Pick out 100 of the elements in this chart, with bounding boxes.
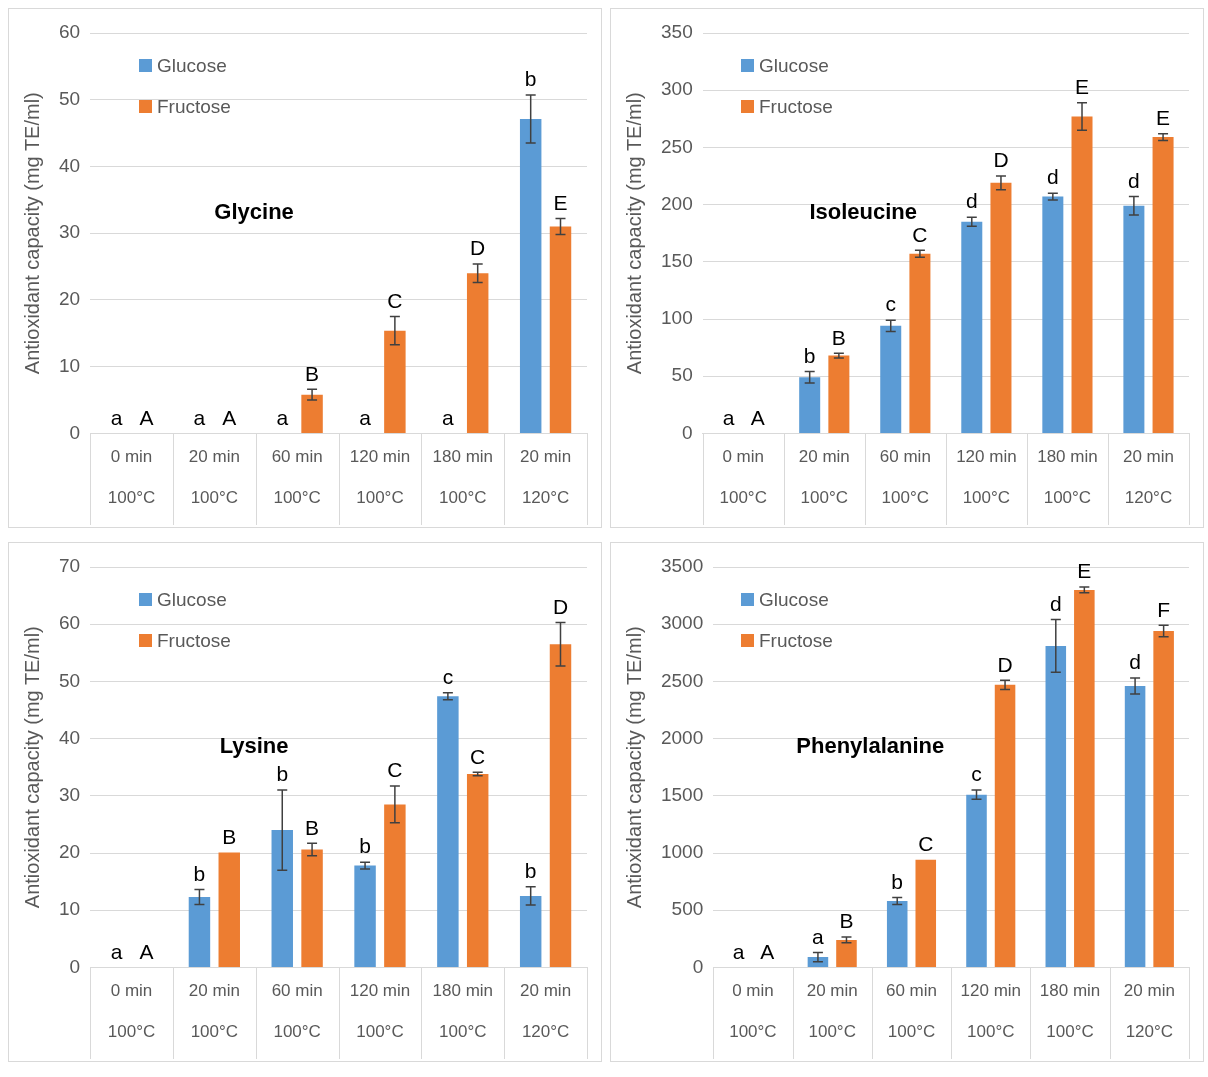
legend-label: Glucose xyxy=(759,54,829,77)
category-label: 20 min 120°C xyxy=(1122,447,1174,508)
y-tick-label: 200 xyxy=(661,192,693,214)
annotation: d xyxy=(1128,168,1140,192)
category-label: 20 min 120°C xyxy=(520,447,572,508)
bar xyxy=(836,939,857,967)
bar xyxy=(1071,116,1093,433)
annotation: C xyxy=(470,744,486,768)
y-tick-label: 50 xyxy=(58,87,81,109)
y-tick-label: 70 xyxy=(58,555,81,577)
annotation: c xyxy=(442,665,454,689)
legend-label: Fructose xyxy=(759,629,833,652)
category-label: 120 min 100°C xyxy=(349,981,411,1042)
category-label: 180 min 100°C xyxy=(432,447,494,508)
y-tick-label: 40 xyxy=(58,154,81,176)
category-label: 0 min 100°C xyxy=(729,981,777,1042)
legend-label: Glucose xyxy=(759,588,829,611)
annotation: d xyxy=(965,189,978,213)
bar xyxy=(828,355,850,433)
bar xyxy=(466,273,489,433)
y-tick-label: 2500 xyxy=(660,669,704,691)
bar xyxy=(1124,685,1146,967)
annotation: B xyxy=(839,909,854,933)
y-tick-label: 3500 xyxy=(660,555,704,577)
y-tick-label: 50 xyxy=(671,364,693,386)
annotation: a xyxy=(722,405,735,429)
annotation: c xyxy=(971,762,982,786)
annotation: E xyxy=(1075,75,1090,99)
text: Lysine xyxy=(219,733,289,759)
bar xyxy=(886,901,908,967)
annotation: B xyxy=(222,824,237,848)
text: Glycine xyxy=(214,199,294,225)
category-label: 20 min 100°C xyxy=(806,981,858,1042)
annotation: a xyxy=(110,939,123,963)
annotation: C xyxy=(912,222,928,246)
legend-label: Fructose xyxy=(157,95,231,118)
annotation: b xyxy=(276,762,289,786)
y-tick-label: 30 xyxy=(58,221,81,243)
category-label: 20 min 100°C xyxy=(798,447,850,508)
y-tick-label: 250 xyxy=(661,135,693,157)
annotation: d xyxy=(1129,650,1141,674)
bar xyxy=(1123,205,1145,433)
y-tick-label: 10 xyxy=(58,354,81,376)
y-tick-label: 3000 xyxy=(660,612,704,634)
text: Isoleucine xyxy=(809,199,917,225)
category-label: 20 min 100°C xyxy=(188,981,240,1042)
annotation: a xyxy=(193,405,206,429)
annotation: E xyxy=(1156,105,1171,129)
y-tick-label: 60 xyxy=(58,612,81,634)
annotation: A xyxy=(222,405,237,429)
bar xyxy=(354,865,376,967)
category-label: 120 min 100°C xyxy=(960,981,1022,1042)
annotation: b xyxy=(803,343,816,367)
y-tick-label: 100 xyxy=(661,307,693,329)
annotation: a xyxy=(276,405,289,429)
annotation: a xyxy=(732,939,745,963)
y-tick-label: 40 xyxy=(58,726,81,748)
bar xyxy=(1152,137,1174,433)
annotation: a xyxy=(442,405,455,429)
annotation: a xyxy=(110,405,123,429)
y-tick-label: 60 xyxy=(58,21,81,43)
category-label: 120 min 100°C xyxy=(956,447,1017,508)
y-tick-label: 0 xyxy=(69,421,81,443)
bar xyxy=(1045,645,1067,967)
category-label: 0 min 100°C xyxy=(107,981,156,1042)
bar xyxy=(799,377,821,433)
annotation: a xyxy=(812,924,825,948)
legend-label: Glucose xyxy=(157,54,227,77)
annotation: C xyxy=(918,832,934,856)
y-tick-label: 10 xyxy=(58,898,81,920)
y-axis-title: Antioxidant capacity (mg TE/ml) xyxy=(20,626,43,909)
bar xyxy=(437,696,459,967)
annotation: A xyxy=(139,405,154,429)
y-tick-label: 150 xyxy=(661,250,693,272)
bar xyxy=(1153,631,1174,967)
category-label: 60 min 100°C xyxy=(879,447,931,508)
annotation: A xyxy=(750,405,765,429)
bar xyxy=(188,897,211,967)
category-label: 20 min 120°C xyxy=(520,981,572,1042)
legend-label: Fructose xyxy=(759,95,833,118)
annotation: C xyxy=(387,758,403,782)
bar xyxy=(519,119,542,433)
annotation: D xyxy=(552,594,569,618)
bar xyxy=(549,226,572,433)
category-label: 180 min 100°C xyxy=(1037,447,1098,508)
annotation: E xyxy=(553,190,568,214)
legend-label: Fructose xyxy=(157,629,231,652)
annotation: B xyxy=(305,815,320,839)
bar xyxy=(218,852,240,967)
annotation: A xyxy=(139,939,154,963)
y-tick-label: 20 xyxy=(58,841,81,863)
y-tick-label: 2000 xyxy=(660,726,704,748)
y-axis-title: Antioxidant capacity (mg TE/ml) xyxy=(622,92,645,375)
bar xyxy=(519,895,542,967)
category-label: 20 min 120°C xyxy=(1123,981,1175,1042)
category-label: 20 min 100°C xyxy=(188,447,240,508)
category-label: 0 min 100°C xyxy=(107,447,156,508)
annotation: C xyxy=(387,288,403,312)
annotation: F xyxy=(1157,597,1171,621)
y-tick-label: 300 xyxy=(661,78,693,100)
